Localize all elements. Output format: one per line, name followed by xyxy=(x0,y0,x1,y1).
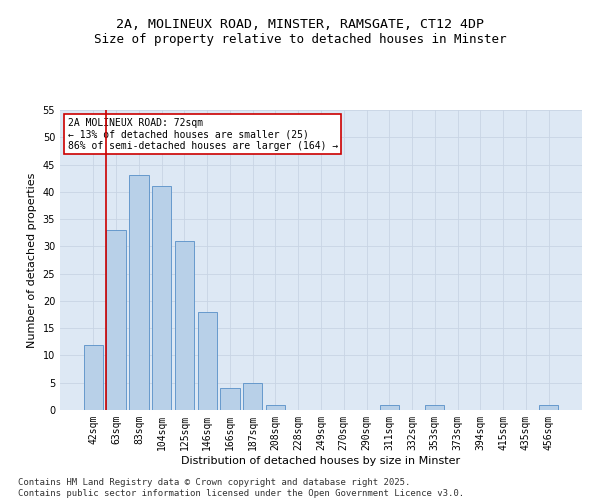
Bar xyxy=(266,404,285,410)
Bar xyxy=(425,404,445,410)
Bar xyxy=(129,176,149,410)
Text: 2A MOLINEUX ROAD: 72sqm
← 13% of detached houses are smaller (25)
86% of semi-de: 2A MOLINEUX ROAD: 72sqm ← 13% of detache… xyxy=(68,118,338,150)
Bar xyxy=(175,241,194,410)
Bar xyxy=(539,404,558,410)
Bar xyxy=(106,230,126,410)
Y-axis label: Number of detached properties: Number of detached properties xyxy=(27,172,37,348)
Text: 2A, MOLINEUX ROAD, MINSTER, RAMSGATE, CT12 4DP: 2A, MOLINEUX ROAD, MINSTER, RAMSGATE, CT… xyxy=(116,18,484,30)
Bar xyxy=(220,388,239,410)
Bar xyxy=(84,344,103,410)
Bar xyxy=(243,382,262,410)
Text: Size of property relative to detached houses in Minster: Size of property relative to detached ho… xyxy=(94,32,506,46)
Bar xyxy=(197,312,217,410)
X-axis label: Distribution of detached houses by size in Minster: Distribution of detached houses by size … xyxy=(181,456,461,466)
Bar xyxy=(152,186,172,410)
Bar xyxy=(380,404,399,410)
Text: Contains HM Land Registry data © Crown copyright and database right 2025.
Contai: Contains HM Land Registry data © Crown c… xyxy=(18,478,464,498)
